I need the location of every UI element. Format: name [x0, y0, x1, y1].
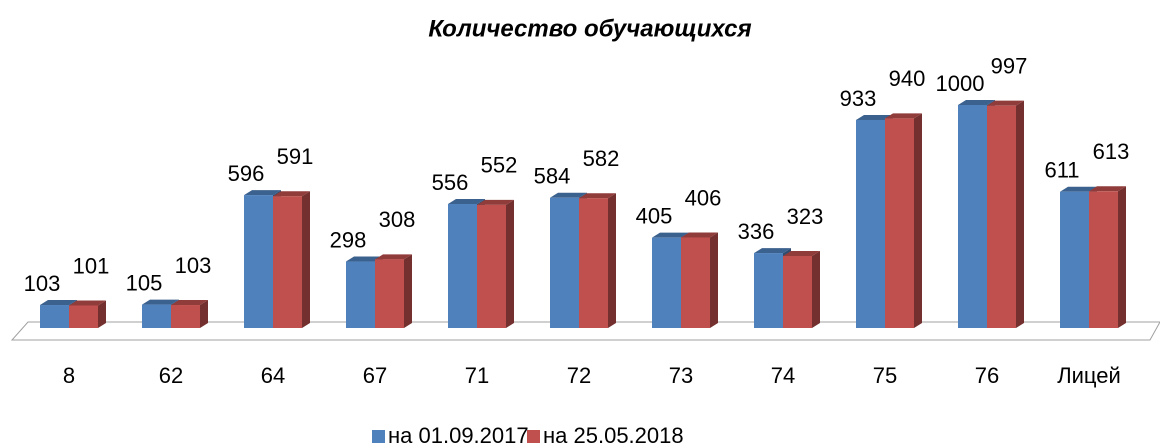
data-label: 1000 [936, 71, 985, 96]
data-label: 582 [583, 146, 620, 171]
bar [142, 304, 171, 328]
data-label: 933 [840, 86, 877, 111]
x-tick-label: Лицей [1057, 363, 1121, 388]
data-label: 611 [1044, 158, 1079, 183]
bar [1060, 191, 1089, 328]
bar [171, 305, 200, 328]
x-tick-label: 74 [771, 363, 795, 388]
bar-side [98, 300, 106, 328]
bar-top [958, 100, 995, 105]
bar-side [1118, 186, 1126, 328]
data-label: 336 [738, 219, 775, 244]
legend-label: на 01.09.2017 [388, 423, 529, 446]
data-label: 406 [685, 185, 722, 210]
bar-top [171, 300, 208, 306]
bar [958, 105, 987, 328]
data-label: 298 [330, 227, 367, 252]
data-label: 308 [379, 207, 416, 232]
x-tick-label: 75 [873, 363, 897, 388]
bar-top [69, 300, 106, 306]
data-label: 552 [481, 153, 518, 178]
x-tick-label: 67 [363, 363, 387, 388]
bar-top [1060, 186, 1097, 192]
bar-top [987, 100, 1024, 106]
bar [783, 255, 812, 328]
data-label: 940 [889, 66, 926, 91]
bar [1089, 191, 1118, 328]
bar-side [404, 254, 412, 328]
bar-top [448, 199, 485, 205]
legend-swatch [372, 430, 385, 443]
bar-side [302, 191, 310, 328]
bar-side [200, 300, 208, 328]
bar [273, 196, 302, 328]
data-label: 997 [991, 53, 1028, 78]
x-tick-label: 64 [261, 363, 285, 388]
data-label: 591 [277, 144, 314, 169]
bar-top [550, 192, 587, 198]
bar-side [608, 193, 616, 328]
bar-side [812, 250, 820, 328]
bar-top [652, 232, 689, 238]
bar-top [40, 300, 77, 306]
bar-top [579, 193, 616, 199]
floor [10, 321, 1160, 341]
data-label: 613 [1093, 139, 1130, 164]
bar-side [1016, 100, 1024, 328]
bar [477, 204, 506, 328]
bar-top [273, 191, 310, 197]
bar-side [506, 199, 514, 328]
bar [346, 261, 375, 328]
chart-title: Количество обучающихся [428, 15, 751, 42]
bar [375, 259, 404, 328]
data-label: 103 [175, 253, 212, 278]
data-label: 584 [534, 164, 571, 189]
x-tick-label: 8 [63, 363, 75, 388]
bar-top [1089, 186, 1126, 192]
bar [652, 237, 681, 328]
bar-top [681, 232, 718, 238]
bar-top [885, 113, 922, 119]
legend-swatch [527, 430, 540, 443]
legend-label: на 25.05.2018 [543, 423, 684, 446]
bar-top [142, 299, 179, 305]
bar [885, 118, 914, 328]
bar-top [856, 114, 893, 120]
bar [579, 198, 608, 328]
bar-top [754, 248, 791, 254]
data-label: 405 [636, 203, 673, 228]
data-label: 556 [432, 170, 469, 195]
bar-side [914, 113, 922, 328]
bar [754, 253, 783, 328]
bar-top [783, 250, 820, 256]
x-tick-label: 71 [465, 363, 489, 388]
data-label: 103 [24, 271, 61, 296]
bar [448, 204, 477, 328]
bar-top [375, 254, 412, 260]
data-label: 323 [787, 204, 824, 229]
bar-top [244, 190, 281, 196]
bar [550, 197, 579, 328]
bar-side [710, 232, 718, 328]
bar [69, 305, 98, 328]
x-tick-label: 76 [975, 363, 999, 388]
bar [681, 237, 710, 328]
bar [40, 305, 69, 328]
x-tick-label: 72 [567, 363, 591, 388]
x-tick-label: 73 [669, 363, 693, 388]
data-label: 105 [126, 270, 163, 295]
x-tick-label: 62 [159, 363, 183, 388]
data-label: 101 [73, 253, 110, 278]
data-label: 596 [228, 161, 265, 186]
bar [987, 105, 1016, 328]
bar [856, 119, 885, 328]
bar-top [346, 256, 383, 262]
bar [244, 195, 273, 328]
bar-top [477, 199, 514, 205]
